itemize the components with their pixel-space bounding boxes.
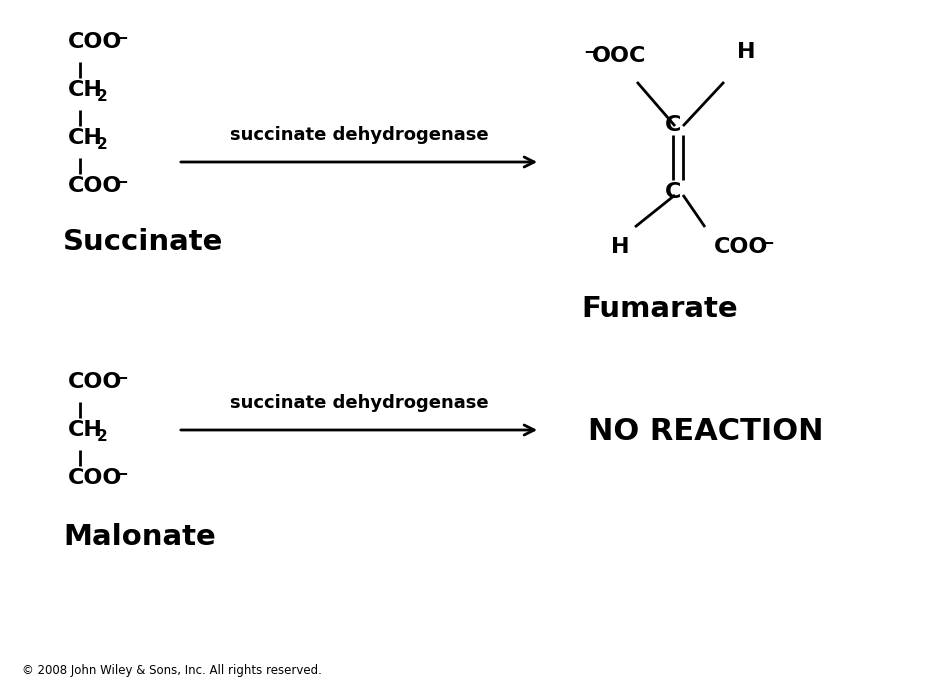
Text: C: C xyxy=(665,115,681,135)
Text: −: − xyxy=(114,368,128,386)
Text: Succinate: Succinate xyxy=(63,228,224,256)
Text: Malonate: Malonate xyxy=(63,523,215,551)
Text: 2: 2 xyxy=(97,137,108,152)
Text: COO: COO xyxy=(68,372,122,392)
Text: COO: COO xyxy=(68,468,122,488)
Text: succinate dehydrogenase: succinate dehydrogenase xyxy=(229,394,488,412)
Text: −: − xyxy=(114,172,128,190)
Text: 2: 2 xyxy=(97,89,108,104)
Text: Fumarate: Fumarate xyxy=(582,295,738,323)
Text: −: − xyxy=(583,42,596,60)
Text: OOC: OOC xyxy=(592,46,647,66)
Text: −: − xyxy=(114,28,128,46)
Text: −: − xyxy=(760,233,774,251)
Text: −: − xyxy=(114,464,128,482)
Text: © 2008 John Wiley & Sons, Inc. All rights reserved.: © 2008 John Wiley & Sons, Inc. All right… xyxy=(22,664,322,677)
Text: NO REACTION: NO REACTION xyxy=(588,418,824,447)
Text: COO: COO xyxy=(68,176,122,196)
Text: 2: 2 xyxy=(97,429,108,444)
Text: COO: COO xyxy=(714,237,768,257)
Text: H: H xyxy=(611,237,629,257)
Text: CH: CH xyxy=(68,128,103,148)
Text: H: H xyxy=(737,42,756,62)
Text: CH: CH xyxy=(68,80,103,100)
Text: COO: COO xyxy=(68,32,122,52)
Text: CH: CH xyxy=(68,420,103,440)
Text: C: C xyxy=(665,182,681,202)
Text: succinate dehydrogenase: succinate dehydrogenase xyxy=(229,126,488,144)
